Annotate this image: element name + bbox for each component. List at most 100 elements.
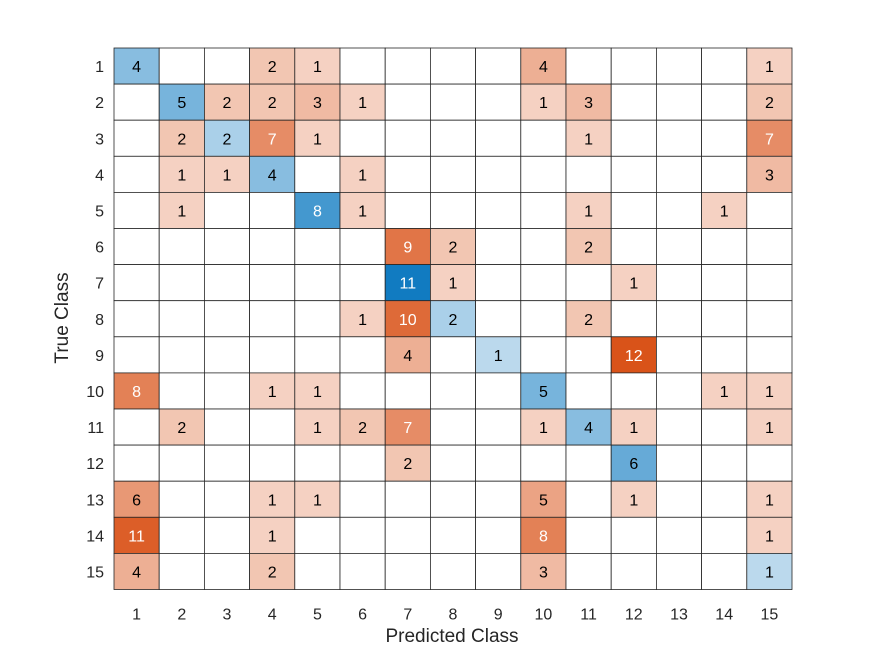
cell-r6-c9 <box>475 228 522 265</box>
cell-value-r13-c12: 1 <box>629 492 638 509</box>
cell-r11-c1 <box>113 408 160 446</box>
cell-r8-c11 <box>565 300 612 338</box>
cell-r4-c9 <box>475 155 522 193</box>
cell-r7-c2 <box>158 264 205 302</box>
cell-r3-c9 <box>475 119 522 157</box>
cell-value-r9-c12: 12 <box>625 348 643 365</box>
cell-r9-c12 <box>610 336 657 374</box>
cell-value-r1-c5: 1 <box>313 59 322 76</box>
x-tick-label: 15 <box>761 607 779 624</box>
cell-r13-c6 <box>339 480 386 518</box>
cell-r4-c13 <box>656 155 703 193</box>
cell-value-r10-c4: 1 <box>268 384 277 401</box>
cell-r5-c15 <box>746 191 793 229</box>
cell-value-r1-c10: 4 <box>539 59 548 76</box>
cell-r13-c2 <box>158 480 205 518</box>
cell-value-r12-c7: 2 <box>403 456 412 473</box>
cell-value-r3-c2: 2 <box>177 131 186 148</box>
cell-r15-c6 <box>339 553 386 590</box>
cell-r9-c13 <box>656 336 703 374</box>
x-tick-label: 12 <box>625 607 643 624</box>
cell-r5-c9 <box>475 191 522 229</box>
cell-value-r14-c1: 11 <box>128 528 145 545</box>
cell-r11-c2 <box>158 408 205 446</box>
cell-r6-c15 <box>746 228 793 265</box>
cell-value-r4-c4: 4 <box>268 167 277 184</box>
cell-r12-c5 <box>294 444 341 482</box>
cell-r7-c9 <box>475 264 522 302</box>
cell-value-r3-c4: 7 <box>268 131 277 148</box>
cell-r13-c7 <box>384 480 431 518</box>
cell-value-r2-c4: 2 <box>268 95 277 112</box>
cell-r6-c13 <box>656 228 703 265</box>
cell-value-r11-c7: 7 <box>403 420 412 437</box>
cell-r15-c9 <box>475 553 522 590</box>
cell-r4-c6 <box>339 155 386 193</box>
cell-value-r10-c5: 1 <box>313 384 322 401</box>
cell-value-r3-c3: 2 <box>223 131 232 148</box>
x-tick-label: 8 <box>449 607 458 624</box>
cell-r14-c3 <box>203 516 250 554</box>
cell-value-r13-c1: 6 <box>132 492 141 509</box>
cell-value-r2-c15: 2 <box>765 95 774 112</box>
cell-r1-c13 <box>656 47 703 85</box>
cell-r4-c15 <box>746 155 793 193</box>
cell-r1-c1 <box>113 47 160 85</box>
cell-r5-c6 <box>339 191 386 229</box>
cell-r10-c15 <box>746 372 793 410</box>
cell-r2-c1 <box>113 83 160 121</box>
cell-value-r4-c2: 1 <box>177 167 186 184</box>
cell-r8-c10 <box>520 300 567 338</box>
cell-r7-c1 <box>113 264 160 302</box>
cell-r15-c14 <box>701 553 748 590</box>
cell-r3-c11 <box>565 119 612 157</box>
cell-r2-c4 <box>249 83 296 121</box>
x-tick-label: 2 <box>177 607 186 624</box>
cell-r11-c14 <box>701 408 748 446</box>
cell-r7-c15 <box>746 264 793 302</box>
cell-value-r15-c4: 2 <box>268 564 277 581</box>
cell-r13-c8 <box>429 480 476 518</box>
cell-r6-c3 <box>203 228 250 265</box>
cell-r13-c9 <box>475 480 522 518</box>
cell-r9-c5 <box>294 336 341 374</box>
cell-r4-c12 <box>610 155 657 193</box>
y-tick-label: 8 <box>95 312 104 329</box>
cell-r6-c4 <box>249 228 296 265</box>
cell-r12-c11 <box>565 444 612 482</box>
cell-value-r14-c10: 8 <box>539 528 548 545</box>
cell-r7-c5 <box>294 264 341 302</box>
x-axis-label: Predicted Class <box>385 626 518 647</box>
cell-r15-c1 <box>113 553 160 590</box>
y-tick-label: 11 <box>87 420 104 437</box>
cell-r12-c6 <box>339 444 386 482</box>
cell-value-r5-c11: 1 <box>584 203 593 220</box>
cell-value-r8-c7: 10 <box>399 312 417 329</box>
cell-r8-c3 <box>203 300 250 338</box>
cell-r3-c7 <box>384 119 431 157</box>
cell-value-r13-c10: 5 <box>539 492 548 509</box>
cell-value-r2-c10: 1 <box>539 95 548 112</box>
cell-value-r2-c11: 3 <box>584 95 593 112</box>
cell-r6-c2 <box>158 228 205 265</box>
cell-r14-c8 <box>429 516 476 554</box>
cell-r5-c13 <box>656 191 703 229</box>
cell-r1-c6 <box>339 47 386 85</box>
x-tick-label: 14 <box>715 607 733 624</box>
cell-value-r10-c1: 8 <box>132 384 141 401</box>
cell-r11-c13 <box>656 408 703 446</box>
cell-r12-c3 <box>203 444 250 482</box>
cell-value-r13-c5: 1 <box>313 492 322 509</box>
cell-r5-c10 <box>520 191 567 229</box>
cell-r6-c1 <box>113 228 160 265</box>
cell-r5-c3 <box>203 191 250 229</box>
cell-value-r10-c14: 1 <box>720 384 729 401</box>
cell-r13-c3 <box>203 480 250 518</box>
cell-r12-c2 <box>158 444 205 482</box>
cell-r4-c8 <box>429 155 476 193</box>
cell-r13-c14 <box>701 480 748 518</box>
cell-r15-c4 <box>249 553 296 590</box>
cell-r9-c4 <box>249 336 296 374</box>
cell-r13-c15 <box>746 480 793 518</box>
cell-r1-c14 <box>701 47 748 85</box>
